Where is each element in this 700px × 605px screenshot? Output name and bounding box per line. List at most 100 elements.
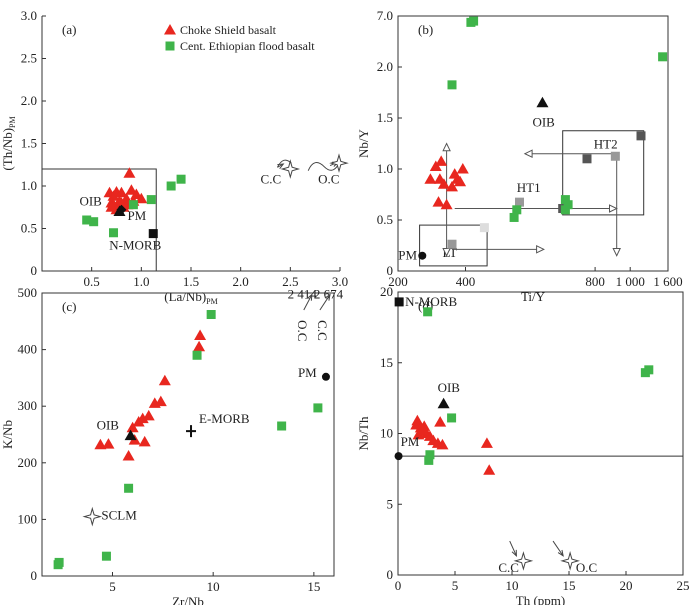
annotation: O.C (318, 171, 339, 186)
y-tick-label: 0 (387, 567, 394, 582)
field-label: HT1 (517, 180, 541, 195)
trend-arrow-up (442, 142, 451, 200)
triangle-point (138, 435, 151, 447)
arrow-line (319, 294, 331, 311)
field-label: HT2 (594, 137, 618, 152)
reference-label: E-MORB (199, 411, 250, 426)
y-axis-label: Nb/Y (356, 128, 371, 158)
triangle-point (436, 438, 449, 450)
field-box (419, 224, 488, 267)
legend: Choke Shield basalt Cent. Ethiopian flood… (164, 23, 315, 53)
reference-circle (394, 452, 403, 461)
x-tick-label: 10 (207, 579, 220, 594)
x-tick-label: 200 (388, 274, 408, 289)
x-tick-label: 0 (395, 578, 402, 593)
plot-axes (41, 16, 340, 272)
square-point (109, 228, 119, 238)
y-tick-label: 200 (18, 455, 38, 470)
trend-arrow-down (612, 153, 621, 257)
square-point (146, 195, 156, 205)
triangle-point (115, 186, 128, 198)
triangle-point (435, 155, 448, 166)
triangle-point (456, 163, 469, 174)
triangle-point (154, 395, 167, 407)
x-tick-label: 5 (452, 578, 459, 593)
y-tick-label: 2.0 (377, 59, 393, 74)
square-point (192, 350, 202, 360)
y-axis-label-subscript: PM (8, 116, 17, 128)
square-point (82, 215, 92, 225)
triangle-point (102, 438, 115, 449)
y-axis-label: Nb/Th (356, 416, 371, 450)
square-point (54, 557, 64, 567)
reference-triangle (437, 397, 450, 409)
annotation: 2 674 (314, 287, 344, 302)
arrow-head (557, 549, 564, 557)
x-tick-label: 2.5 (282, 274, 298, 289)
y-axis-label: (Th/Nb)PM (0, 116, 17, 170)
triangle-point (123, 167, 136, 178)
triangle-point (440, 198, 453, 210)
reference-triangle (536, 96, 549, 108)
y-tick-label: 1.0 (377, 161, 393, 176)
panel-c: 5 10 15 0 100 200 300 400 500 (c) Zr/Nb K/Nb OIB E-MO… (0, 285, 344, 605)
square-point (424, 455, 434, 465)
gray-sample-point (582, 154, 592, 164)
y-tick-label: 1.5 (21, 136, 37, 151)
x-tick-label: 400 (456, 274, 476, 289)
arrow-head (324, 293, 331, 301)
legend-label: Choke Shield basalt (180, 23, 277, 37)
triangle-point (454, 175, 467, 187)
arrow-head (306, 293, 313, 301)
square-point (124, 483, 134, 493)
square-point (425, 450, 435, 460)
plot-frame (41, 292, 335, 577)
reference-square (148, 229, 158, 239)
x-tick-label: 800 (585, 274, 605, 289)
legend-label: Cent. Ethiopian flood basalt (180, 39, 315, 53)
gray-sample-point (610, 151, 620, 161)
reference-label: PM (398, 248, 417, 263)
x-axis-label-subscript: PM (206, 297, 218, 306)
pointer-arrow (303, 293, 313, 311)
y-tick-label: 400 (18, 342, 38, 357)
reference-circle (321, 372, 330, 381)
x-tick-label: 2.0 (233, 274, 249, 289)
panel-label: (a) (62, 22, 76, 37)
star-marker (513, 551, 534, 571)
arrow-line (552, 540, 564, 557)
y-tick-label: 7.0 (377, 8, 393, 23)
x-tick-label: 1 000 (616, 274, 645, 289)
triangle-point (446, 180, 458, 192)
reference-label: OIB (79, 194, 102, 209)
y-tick-label: 2.5 (21, 51, 37, 66)
star-marker (82, 506, 103, 527)
reference-label: N-MORB (109, 238, 161, 253)
reference-label: OIB (97, 418, 120, 433)
triangle-point (136, 412, 149, 424)
y-tick-label: 15 (380, 355, 393, 370)
arrow-head (442, 247, 451, 257)
panel-label: (c) (62, 299, 76, 314)
pointer-arrow-curve (307, 162, 339, 171)
reference-label: PM (127, 208, 146, 223)
series-square (53, 310, 323, 570)
reference-label: OIB (532, 115, 555, 130)
square-point (128, 200, 138, 210)
x-axis-label: Zr/Nb (172, 594, 204, 605)
pointer-arrow (509, 540, 517, 558)
legend-square-icon (165, 41, 175, 51)
series-triangle (94, 329, 207, 461)
x-tick-label: 20 (620, 578, 633, 593)
x-tick-label: 15 (307, 579, 320, 594)
y-tick-label: 0.5 (377, 212, 393, 227)
trend-arrow-right (452, 245, 545, 254)
square-point (563, 200, 573, 210)
y-tick-label: 100 (18, 511, 38, 526)
square-point (206, 310, 216, 320)
gray-sample-point (515, 197, 524, 207)
x-axis-label: Th (ppm) (516, 593, 565, 605)
square-point (176, 174, 186, 184)
